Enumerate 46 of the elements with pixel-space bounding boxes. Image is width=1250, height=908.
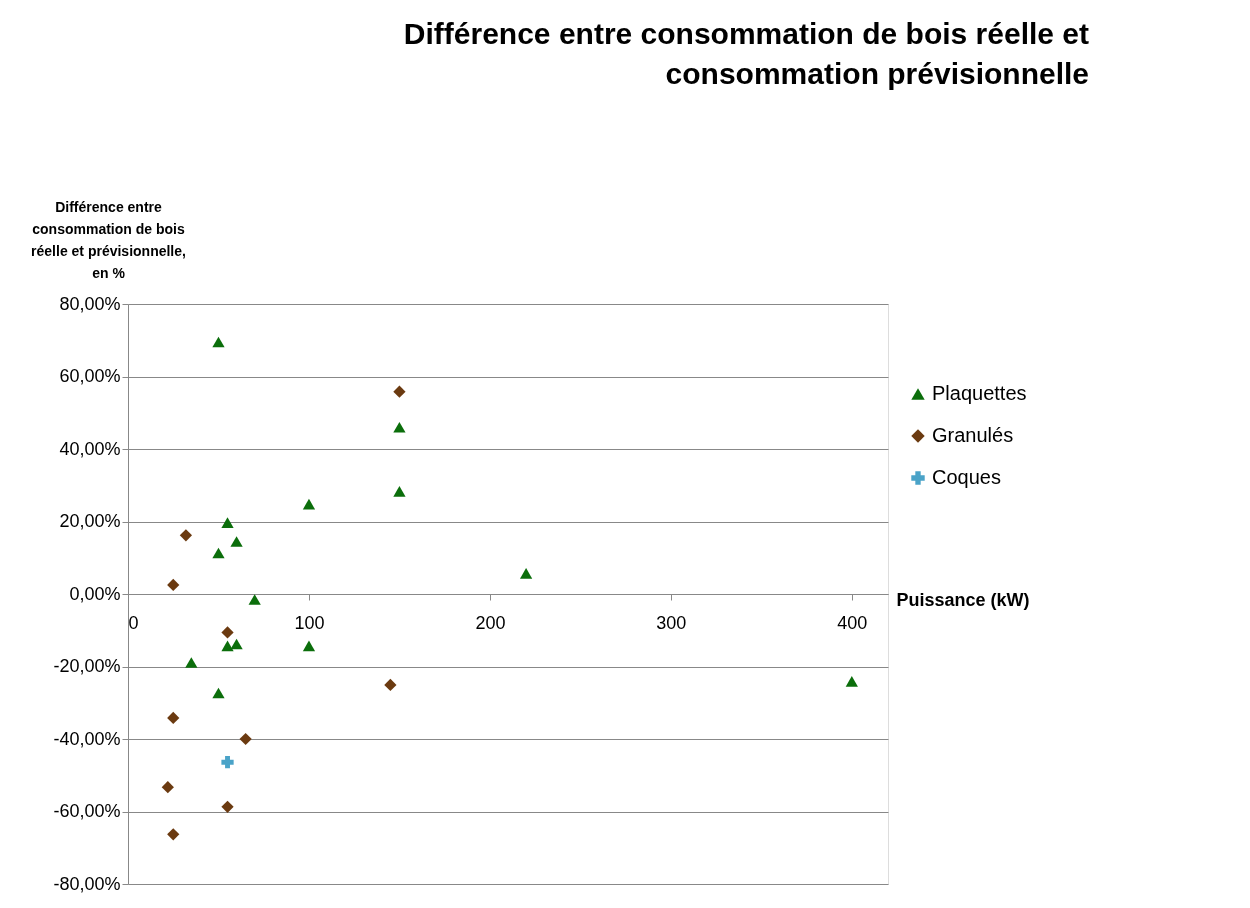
x-tick-label: 100 — [294, 612, 325, 633]
point — [230, 536, 243, 547]
y-tick-label: 60,00% — [59, 366, 121, 386]
point — [519, 568, 533, 579]
point — [248, 594, 261, 605]
y-tick-label: 20,00% — [59, 511, 121, 531]
x-axis-title: Puissance (kW) — [896, 589, 1030, 610]
point — [393, 385, 406, 398]
x-tick-label: 400 — [837, 612, 868, 633]
point — [221, 640, 234, 652]
point — [302, 640, 316, 652]
point — [384, 678, 397, 692]
point — [845, 676, 858, 687]
point — [221, 800, 234, 813]
point — [212, 336, 225, 348]
chart-title: Différence entre consommation de bois réelle et consommation prévisionnelle — [403, 17, 1090, 90]
point — [302, 498, 316, 510]
legend-label: Granulés — [932, 424, 1014, 446]
point — [221, 756, 234, 769]
point — [221, 626, 234, 639]
y-axis-title: Différence entre consommation de bois réelle et prévisionnelle, en % — [31, 198, 186, 281]
point — [239, 732, 252, 746]
x-tick-label: 200 — [475, 612, 506, 633]
y-tick-label: 40,00% — [59, 438, 121, 459]
x-tick-label: 300 — [656, 612, 687, 633]
y-tick-label: -40,00% — [53, 728, 121, 749]
point — [230, 638, 243, 650]
y-tick-label: 0,00% — [69, 583, 121, 604]
point — [161, 781, 174, 794]
point — [212, 687, 225, 699]
point — [167, 711, 180, 725]
y-tick-label: -60,00% — [53, 801, 121, 821]
point — [212, 547, 225, 559]
point — [179, 529, 193, 542]
point — [167, 828, 180, 841]
point — [221, 517, 234, 528]
point — [167, 578, 180, 592]
y-tick-label: 80,00% — [59, 293, 121, 314]
legend-label: Plaquettes — [932, 382, 1027, 404]
x-tick-label: 0 — [128, 612, 139, 633]
point — [393, 486, 406, 497]
point — [393, 421, 406, 433]
y-tick-label: -80,00% — [53, 873, 121, 894]
point — [185, 657, 198, 668]
legend-label: Coques — [932, 466, 1001, 488]
y-tick-label: -20,00% — [53, 656, 121, 676]
